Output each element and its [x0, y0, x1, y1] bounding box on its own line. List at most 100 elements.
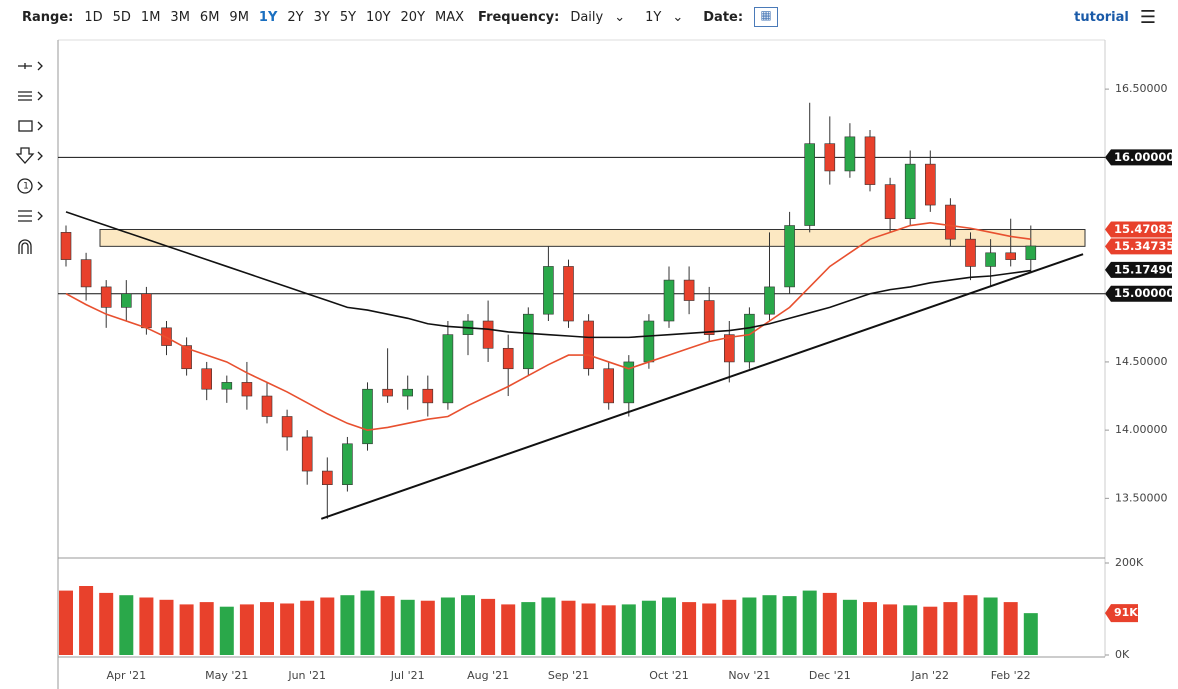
volume-bar: [621, 604, 636, 655]
calendar-button[interactable]: ▦: [754, 7, 779, 27]
x-tick-label: Sep '21: [548, 669, 589, 682]
volume-bar: [581, 603, 596, 655]
volume-bar: [79, 586, 94, 655]
volume-tick-label: 200K: [1115, 556, 1144, 569]
volume-bar: [561, 600, 576, 655]
range-option[interactable]: 3M: [170, 9, 190, 25]
volume-bar: [320, 597, 335, 655]
x-tick-label: Jul '21: [390, 669, 425, 682]
candle-body: [1025, 245, 1037, 260]
candle-body: [703, 300, 715, 335]
x-tick-label: Aug '21: [467, 669, 509, 682]
volume-tag-label: 91K: [1114, 606, 1138, 619]
volume-bar: [380, 596, 395, 655]
range-option[interactable]: 20Y: [400, 9, 426, 25]
candle-body: [1005, 252, 1017, 260]
frequency-select[interactable]: Daily: [570, 9, 604, 25]
y-tick-label: 14.00000: [1115, 423, 1168, 436]
range-option[interactable]: 3Y: [313, 9, 330, 25]
volume-bar: [159, 599, 174, 655]
volume-bar: [641, 600, 656, 655]
range-option[interactable]: 1D: [84, 9, 103, 25]
candle-body: [603, 368, 615, 404]
volume-bar: [300, 600, 315, 655]
candle-body: [241, 382, 253, 397]
candle-body: [864, 136, 876, 185]
candle-body: [121, 293, 132, 308]
candle-body: [924, 163, 936, 206]
range-option[interactable]: 9M: [229, 9, 249, 25]
candle-body: [784, 225, 795, 288]
moving-average: [65, 211, 1031, 339]
x-tick-label: May '21: [205, 669, 248, 682]
price-tag-label: 15.00000: [1114, 286, 1174, 300]
volume-bar: [1003, 602, 1018, 655]
volume-bar: [260, 602, 274, 655]
candle-body: [141, 293, 152, 329]
candle-body: [221, 382, 233, 390]
volume-bar: [239, 604, 254, 655]
price-tag-label: 15.17490: [1114, 262, 1174, 276]
volume-bar: [461, 595, 475, 655]
trendline: [320, 253, 1084, 520]
tool-number: 1: [23, 182, 29, 192]
range-option[interactable]: MAX: [435, 9, 465, 25]
candle-body: [522, 313, 534, 370]
volume-tag: [1105, 604, 1138, 623]
candle-body: [502, 347, 514, 370]
drawing-tools[interactable]: [15, 61, 43, 254]
candle-body: [100, 286, 112, 308]
y-tick-label: 13.50000: [1115, 491, 1168, 504]
x-tick-label: Apr '21: [107, 669, 147, 682]
candle-body: [422, 388, 434, 404]
range-option[interactable]: 2Y: [287, 9, 304, 25]
candle-body: [342, 443, 353, 486]
candle-body: [804, 143, 816, 226]
y-tick-label: 14.50000: [1115, 355, 1168, 368]
range-option[interactable]: 6M: [199, 9, 220, 25]
candle-body: [583, 320, 594, 370]
x-tick-label: Jun '21: [287, 669, 326, 682]
volume-bar: [400, 599, 415, 655]
caret: ⌄: [614, 9, 626, 25]
range-option[interactable]: 1M: [140, 9, 161, 25]
volume-bar: [722, 599, 737, 655]
moving-average: [65, 221, 1031, 431]
tutorial-link[interactable]: tutorial: [1074, 9, 1129, 25]
volume-bar: [923, 606, 938, 655]
range-option[interactable]: 5Y: [339, 9, 357, 25]
candle-body: [904, 163, 916, 219]
volume-bar: [420, 600, 435, 655]
candle-body: [844, 136, 856, 172]
volume-bar: [762, 595, 777, 655]
period-select[interactable]: 1Y: [645, 9, 662, 25]
volume-bar: [682, 602, 697, 655]
volume-bar: [219, 606, 234, 655]
price-tag-label: 15.47083: [1114, 222, 1174, 236]
volume-bar: [139, 597, 154, 655]
volume-bar: [541, 597, 556, 655]
candle-body: [261, 395, 273, 417]
zone: [99, 228, 1086, 247]
candle-body: [764, 286, 775, 315]
volume-bar: [842, 599, 857, 655]
candle-body: [663, 279, 675, 322]
candle-body: [723, 334, 735, 363]
menu-button[interactable]: ☰: [1139, 6, 1156, 28]
candle-body: [623, 361, 635, 404]
range-option[interactable]: 10Y: [366, 9, 391, 25]
volume-bar: [802, 590, 817, 655]
candle-body: [945, 204, 956, 240]
range-option[interactable]: 1Y: [258, 9, 278, 25]
range-option[interactable]: 5D: [112, 9, 131, 25]
volume-bar: [280, 603, 295, 655]
volume-bar: [1023, 613, 1038, 655]
x-tick-label: Nov '21: [728, 669, 770, 682]
price-tag: [1105, 221, 1172, 238]
volume-bar: [822, 592, 837, 655]
candle-body: [965, 238, 976, 267]
price-tag: [1105, 238, 1172, 255]
candle-body: [60, 232, 72, 260]
candle-body: [643, 320, 655, 363]
